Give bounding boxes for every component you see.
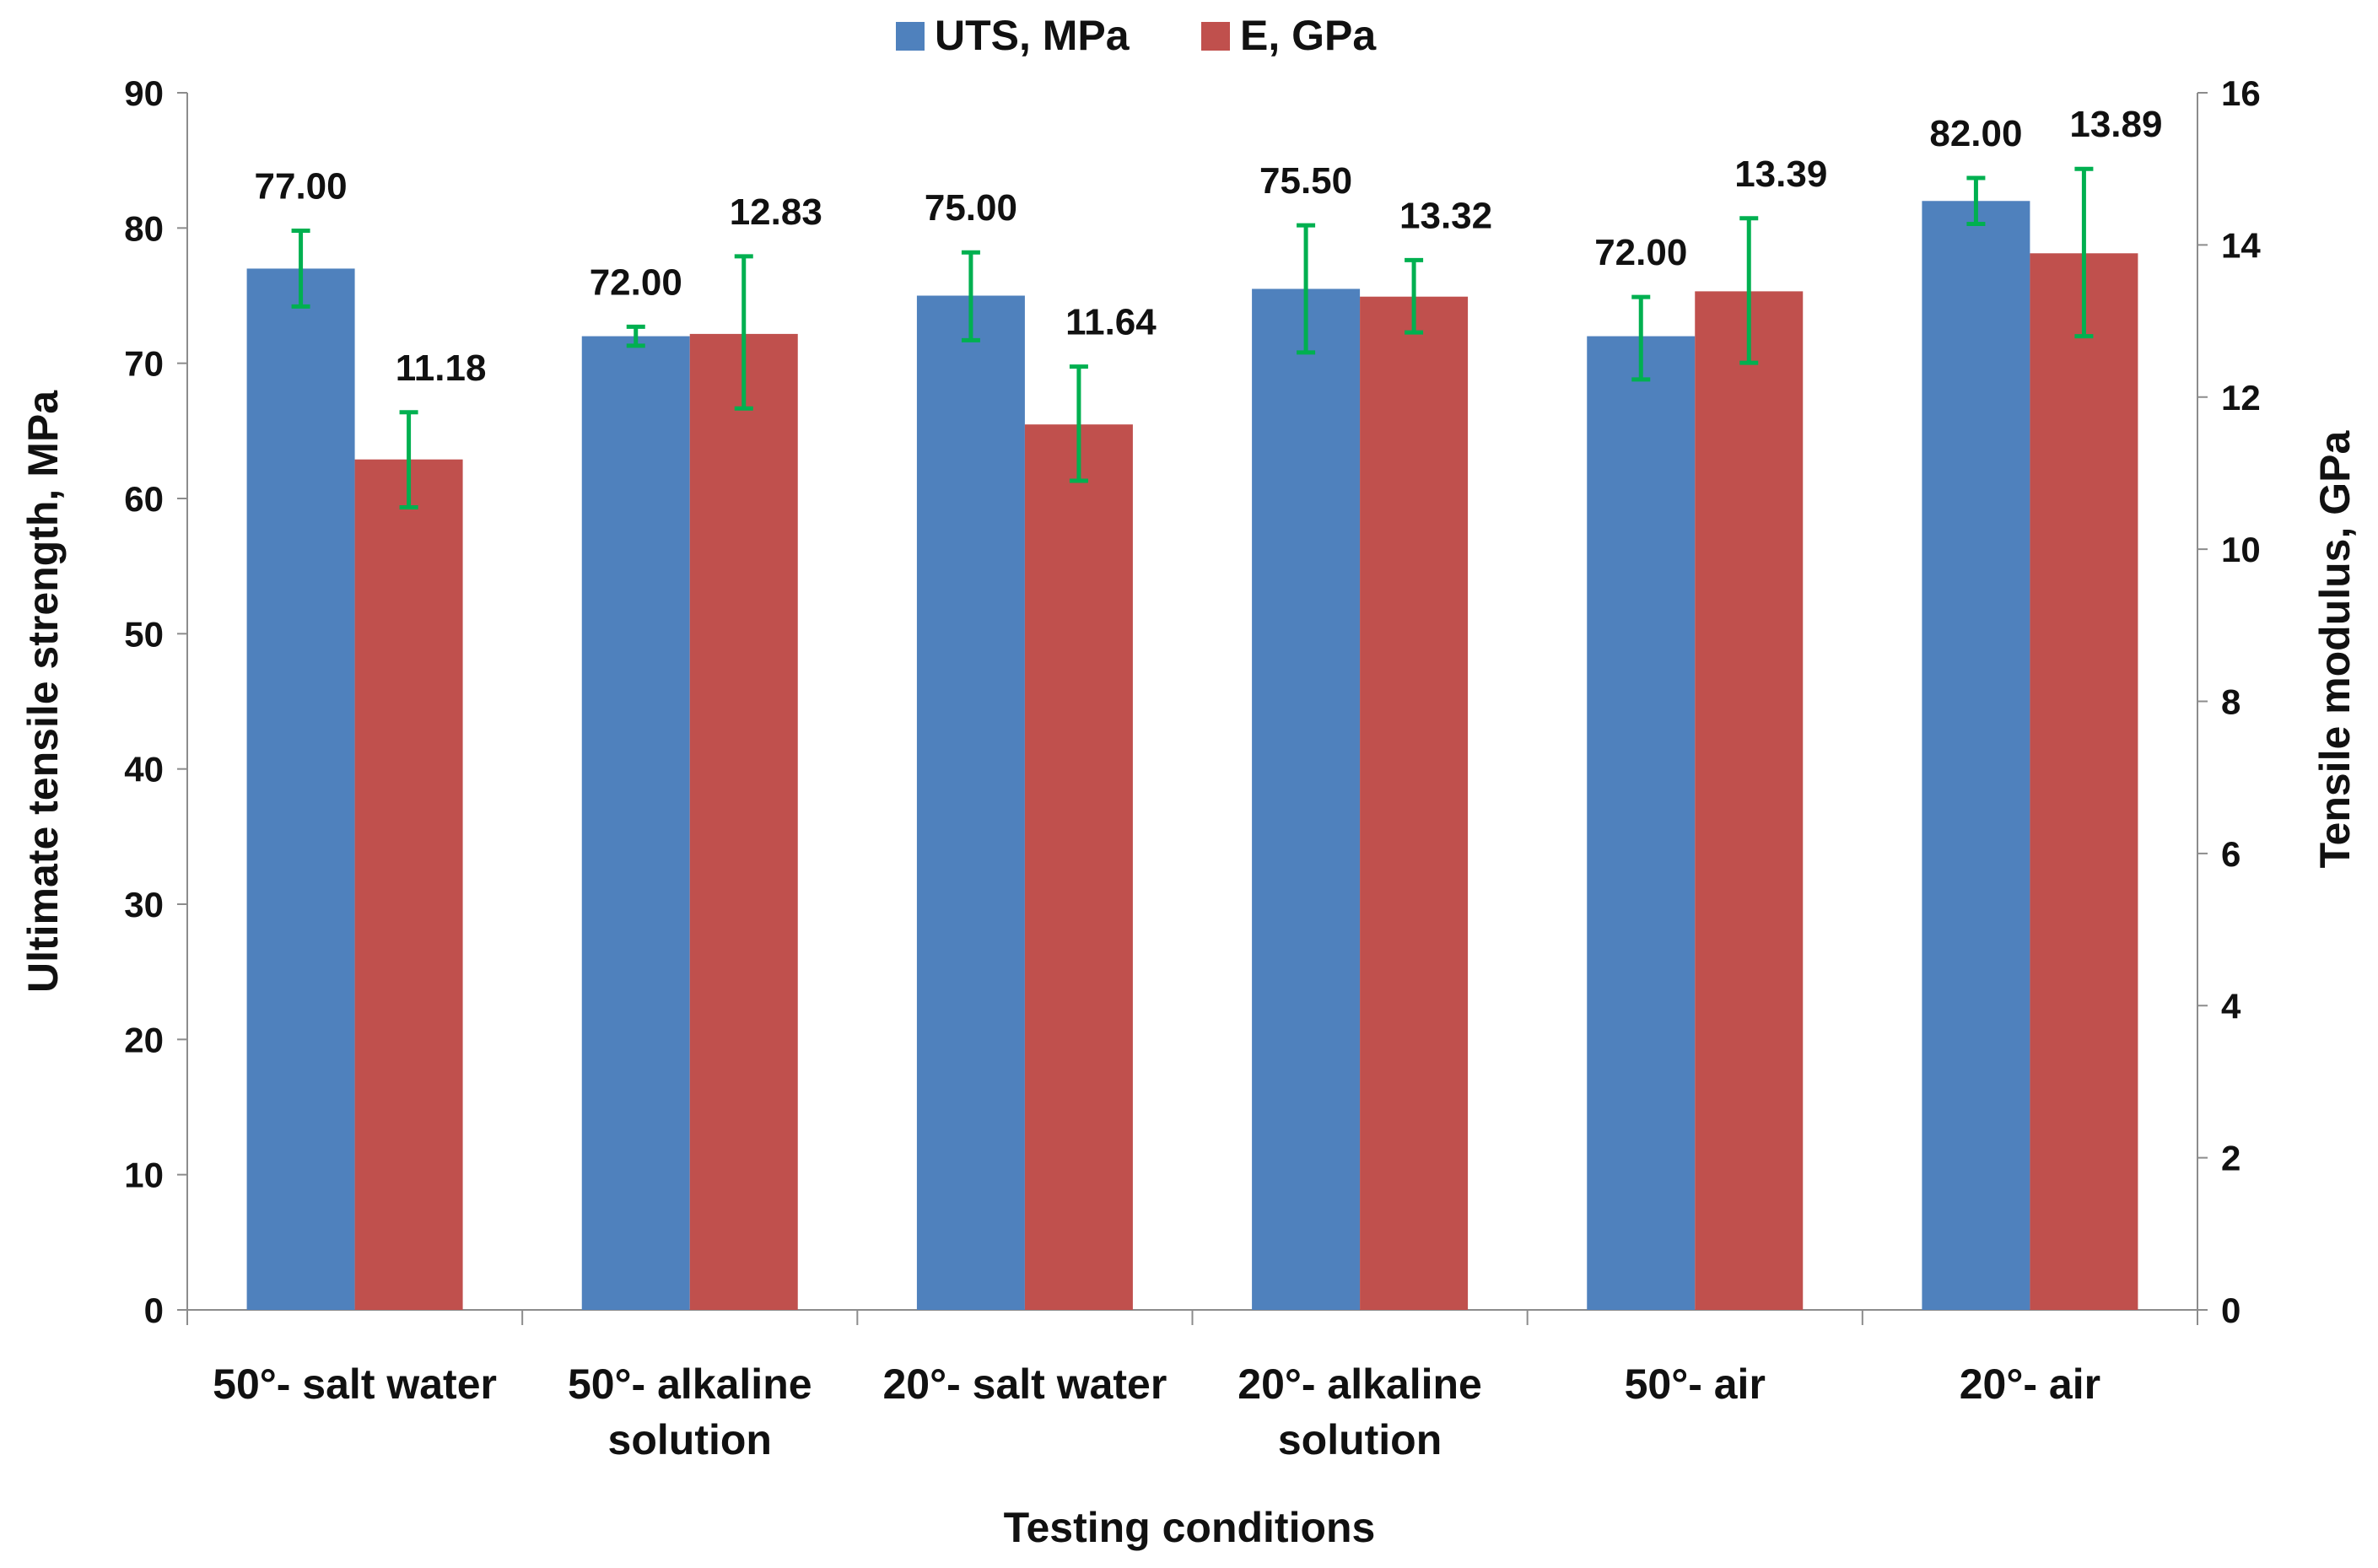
data-label: 77.00 xyxy=(255,166,348,207)
legend: UTS, MPa E, GPa xyxy=(896,12,1377,59)
y-tick-label: 40 xyxy=(124,750,164,789)
bar xyxy=(246,268,355,1310)
category-label: solution xyxy=(1278,1416,1442,1463)
y2-tick-label: 2 xyxy=(2221,1139,2240,1178)
category-label: 20°- salt water xyxy=(883,1361,1167,1408)
plot-area: 0 10 20 30 40 50 60 70 80 90 0 2 4 6 8 10 12 14 16 50°- sal… xyxy=(124,73,2261,1463)
bar xyxy=(354,459,463,1310)
bar xyxy=(1252,288,1361,1310)
data-label: 13.32 xyxy=(1399,195,1492,236)
data-label: 12.83 xyxy=(730,191,822,233)
bar xyxy=(689,333,798,1310)
y-tick-label: 90 xyxy=(124,73,164,113)
data-label: 11.64 xyxy=(1065,302,1157,343)
category-label: 50°- alkaline xyxy=(568,1361,812,1408)
data-label: 13.39 xyxy=(1734,154,1827,195)
category-label: 20°- air xyxy=(1960,1361,2100,1408)
y2-tick-label: 12 xyxy=(2221,378,2261,418)
bar xyxy=(1360,296,1469,1310)
data-label: 72.00 xyxy=(1594,232,1687,273)
category-label: 50°- air xyxy=(1625,1361,1766,1408)
legend-label: E, GPa xyxy=(1240,12,1377,59)
data-label: 75.00 xyxy=(925,187,1017,229)
y2-tick-label: 10 xyxy=(2221,530,2261,569)
category-label: 50°- salt water xyxy=(213,1361,497,1408)
data-label: 75.50 xyxy=(1259,160,1352,202)
y2-tick-label: 14 xyxy=(2221,225,2261,265)
bar xyxy=(1587,336,1696,1311)
y-tick-label: 30 xyxy=(124,885,164,924)
y-tick-label: 20 xyxy=(124,1020,164,1059)
y-tick-label: 70 xyxy=(124,344,164,384)
y2-tick-label: 8 xyxy=(2221,682,2240,722)
category-label: solution xyxy=(608,1416,772,1463)
y-tick-label: 0 xyxy=(144,1291,164,1330)
y2-axis-title: Tensile modulus, GPa xyxy=(2311,430,2359,869)
bar xyxy=(1922,201,2030,1311)
y2-tick-label: 0 xyxy=(2221,1291,2240,1330)
data-label: 82.00 xyxy=(1929,113,2022,154)
bar xyxy=(1695,291,1804,1310)
legend-swatch xyxy=(896,22,925,51)
y-axis-title: Ultimate tensile strength, MPa xyxy=(19,390,67,993)
bar xyxy=(916,295,1025,1310)
legend-label: UTS, MPa xyxy=(935,12,1130,59)
bar xyxy=(2030,253,2138,1310)
y-tick-label: 50 xyxy=(124,614,164,654)
bar xyxy=(581,336,690,1311)
y-tick-label: 10 xyxy=(124,1156,164,1195)
data-label: 11.18 xyxy=(396,348,487,389)
data-label: 13.89 xyxy=(2069,104,2162,145)
x-axis-title: Testing conditions xyxy=(1004,1504,1376,1551)
y2-tick-label: 4 xyxy=(2221,986,2241,1026)
y-tick-label: 80 xyxy=(124,208,164,248)
y2-tick-label: 6 xyxy=(2221,834,2240,874)
legend-swatch xyxy=(1201,22,1230,51)
y-tick-label: 60 xyxy=(124,479,164,519)
data-label: 72.00 xyxy=(590,261,682,303)
y2-tick-label: 16 xyxy=(2221,73,2261,113)
bar xyxy=(1024,424,1133,1310)
category-label: 20°- alkaline xyxy=(1238,1361,1482,1408)
